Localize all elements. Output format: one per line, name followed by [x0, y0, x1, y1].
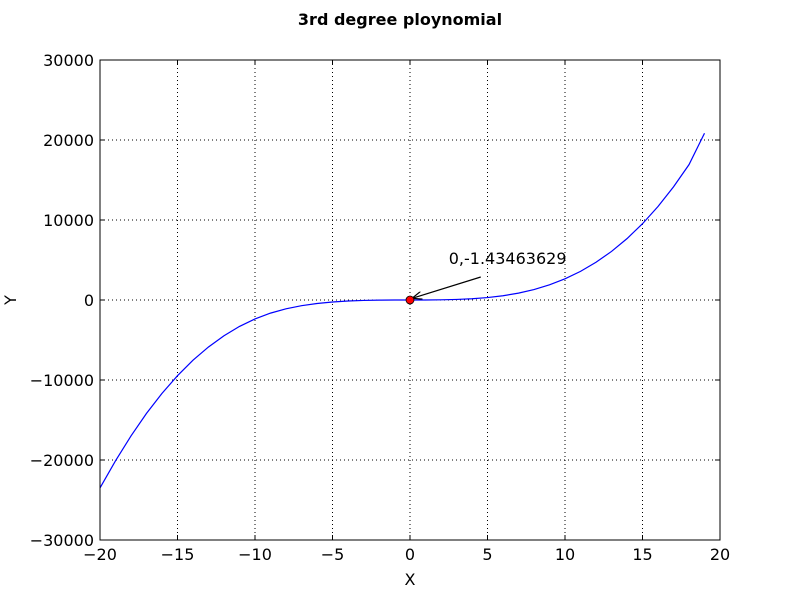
y-tick-label: −20000 [30, 451, 94, 470]
y-tick-label: 30000 [43, 51, 94, 70]
x-tick-label: 15 [632, 545, 652, 564]
x-axis-label: X [405, 570, 416, 589]
y-tick-label: −30000 [30, 531, 94, 550]
x-tick-label: −5 [321, 545, 345, 564]
x-tick-label: −15 [161, 545, 195, 564]
tick-labels-layer: −20 −15 −10 −5 0 5 10 15 20 −30000 −20000 −10000 0 10… [30, 51, 730, 564]
y-axis-label: Y [1, 295, 20, 306]
ticks-layer [99, 59, 721, 541]
chart-title: 3rd degree ploynomial [298, 10, 502, 29]
x-tick-label: 5 [482, 545, 492, 564]
x-tick-label: −10 [238, 545, 272, 564]
y-tick-label: 10000 [43, 211, 94, 230]
x-tick-label: 20 [710, 545, 730, 564]
y-tick-label: 20000 [43, 131, 94, 150]
x-tick-label: 0 [405, 545, 415, 564]
series-line-cubic [99, 132, 706, 489]
x-tick-label: 10 [555, 545, 575, 564]
x-tick-label: −20 [83, 545, 117, 564]
data-point-marker [405, 295, 415, 305]
annotation-label: 0,-1.43463629 [449, 249, 567, 268]
y-tick-label: 0 [84, 291, 94, 310]
y-tick-label: −10000 [30, 371, 94, 390]
annotation-arrow [413, 276, 481, 298]
